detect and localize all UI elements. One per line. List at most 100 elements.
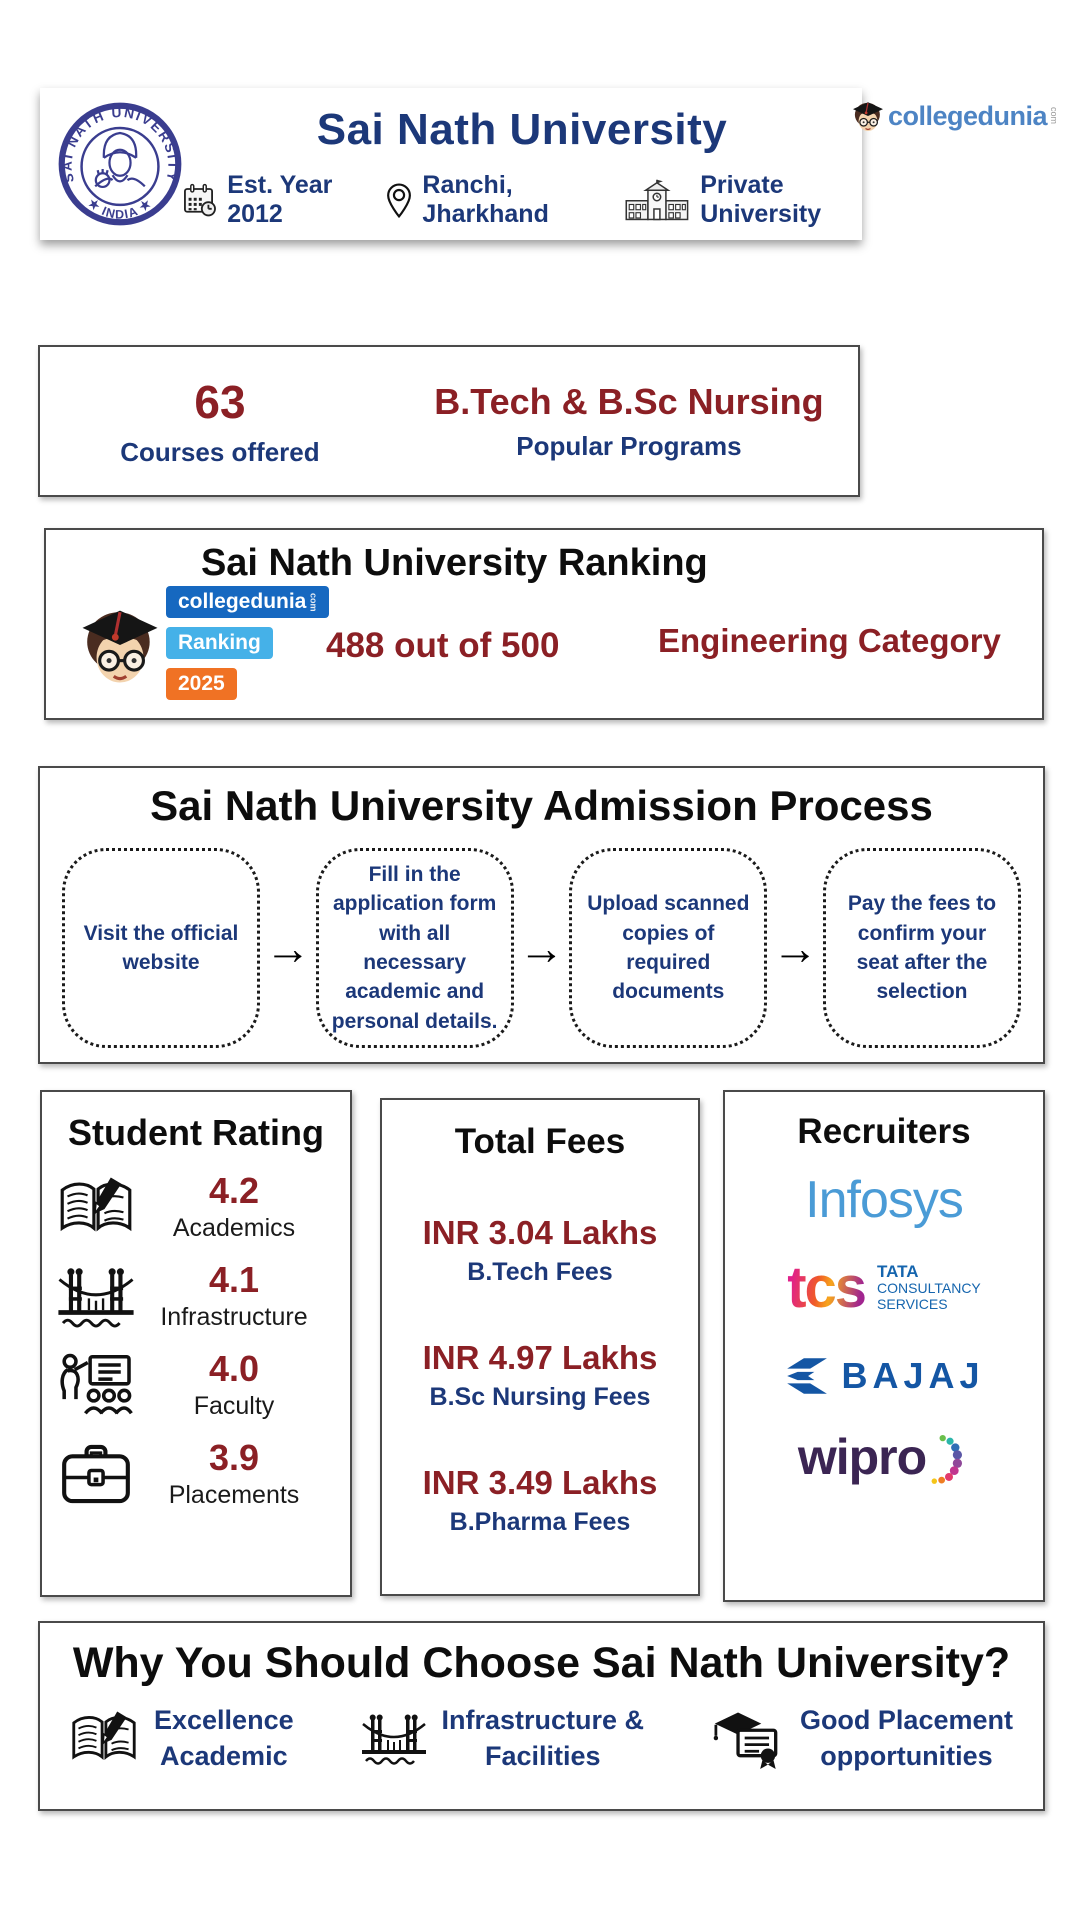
infrastructure-score: 4.1 xyxy=(208,1259,260,1300)
wipro-dots-icon xyxy=(931,1434,963,1484)
why-item-infrastructure: Infrastructure & Facilities xyxy=(362,1702,645,1775)
bpharma-fee-label: B.Pharma Fees xyxy=(449,1508,631,1536)
tcs-wordmark: tcs xyxy=(787,1255,867,1320)
collegedunia-ranking-badge: collegedunia com Ranking 2025 xyxy=(70,582,400,712)
btech-fee-amount: INR 3.04 Lakhs xyxy=(422,1214,658,1251)
admission-step-2: Fill in the application form with all ne… xyxy=(315,848,514,1048)
infrastructure-label: Infrastructure xyxy=(160,1303,308,1331)
header-info-row: Est. Year 2012 Ranchi, Jharkhand Private… xyxy=(182,171,862,229)
graduation-certificate-icon xyxy=(712,1707,784,1769)
bpharma-fee-amount: INR 3.49 Lakhs xyxy=(422,1464,658,1501)
academics-label: Academics xyxy=(172,1214,296,1242)
badge-year: 2025 xyxy=(166,668,237,700)
est-year-text: Est. Year 2012 xyxy=(227,171,333,228)
badge-ranking: Ranking xyxy=(166,627,273,659)
bsc-fee-amount: INR 4.97 Lakhs xyxy=(422,1339,658,1376)
tata-line: CONSULTANCY xyxy=(877,1280,981,1297)
infosys-logo: Infosys xyxy=(805,1171,964,1229)
rating-row-academics: 4.2 Academics xyxy=(42,1170,350,1243)
location-pin-icon xyxy=(386,178,412,223)
why-placement-line1: Good Placement xyxy=(799,1705,1013,1735)
wipro-logo: wipro xyxy=(725,1427,1043,1487)
admission-steps: Visit the official website Fill in the a… xyxy=(40,848,1043,1048)
badge-collegedunia-text: collegedunia xyxy=(178,590,307,613)
fee-btech: INR 3.04 Lakhs B.Tech Fees xyxy=(382,1214,698,1287)
collegedunia-wordmark: collegedunia xyxy=(887,100,1048,131)
ranking-title: Sai Nath University Ranking xyxy=(200,542,708,584)
courses-count: 63 xyxy=(194,375,246,428)
rating-row-faculty: 4.0 Faculty xyxy=(42,1348,350,1421)
university-seal-logo: SAI NATH UNIVERSITY ★ INDIA ★ xyxy=(58,102,182,226)
faculty-presentation-icon xyxy=(58,1352,134,1418)
faculty-label: Faculty xyxy=(193,1392,275,1420)
recruiters-title: Recruiters xyxy=(797,1112,971,1151)
collegedunia-suffix: com xyxy=(1049,107,1059,125)
badge-suffix: com xyxy=(308,592,319,612)
why-academic-line2: Academic xyxy=(160,1741,288,1772)
total-fees-title: Total Fees xyxy=(454,1122,626,1161)
collegedunia-brand: collegedunia com xyxy=(848,96,1059,136)
academics-score: 4.2 xyxy=(208,1170,260,1211)
btech-fee-label: B.Tech Fees xyxy=(467,1258,613,1286)
why-choose-title: Why You Should Choose Sai Nath Universit… xyxy=(72,1639,1011,1687)
rank-category: Engineering Category xyxy=(658,622,1001,659)
bajaj-logo: BAJAJ xyxy=(725,1355,1043,1397)
fee-bpharma: INR 3.49 Lakhs B.Pharma Fees xyxy=(382,1464,698,1537)
academics-book-icon xyxy=(58,1175,134,1239)
header-card: SAI NATH UNIVERSITY ★ INDIA ★ Sai Nath U… xyxy=(40,88,862,240)
rating-row-infrastructure: 4.1 Infrastructure xyxy=(42,1259,350,1332)
bsc-fee-label: B.Sc Nursing Fees xyxy=(429,1383,651,1411)
programs-value: B.Tech & B.Sc Nursing xyxy=(434,380,824,422)
calendar-icon xyxy=(182,177,217,223)
rating-row-placements: 3.9 Placements xyxy=(42,1437,350,1510)
arrow-right-icon xyxy=(772,921,818,975)
placements-briefcase-icon xyxy=(58,1441,134,1507)
arrow-right-icon xyxy=(518,921,564,975)
sai-baba-portrait xyxy=(94,131,146,189)
why-infrastructure-line1: Infrastructure & xyxy=(441,1705,645,1735)
recruiters-box: Recruiters Infosys tcs TATA CONSULTANCY … xyxy=(723,1090,1045,1602)
location-text: Ranchi, Jharkhand xyxy=(422,171,549,228)
badge-collegedunia: collegedunia com xyxy=(166,586,330,618)
infrastructure-bridge-icon xyxy=(362,1709,426,1767)
page-title: Sai Nath University xyxy=(316,105,728,154)
collegedunia-mascot-icon xyxy=(848,96,888,136)
stats-box: 63 Courses offered B.Tech & B.Sc Nursing… xyxy=(38,345,860,497)
courses-label: Courses offered xyxy=(120,436,320,467)
bajaj-wings-icon xyxy=(787,1358,828,1394)
tcs-logo: tcs TATA CONSULTANCY SERVICES xyxy=(725,1254,1043,1321)
why-academic-line1: Excellence xyxy=(154,1705,294,1735)
bajaj-wordmark: BAJAJ xyxy=(841,1355,985,1396)
placements-score: 3.9 xyxy=(208,1437,260,1478)
admission-step-3: Upload scanned copies of required docume… xyxy=(569,848,768,1048)
student-rating-box: Student Rating 4.2 Academics 4.1 Infrast… xyxy=(40,1090,352,1597)
programs-stat: B.Tech & B.Sc Nursing Popular Programs xyxy=(400,381,858,462)
why-item-placement: Good Placement opportunities xyxy=(712,1702,1013,1775)
university-building-icon xyxy=(624,173,690,227)
placements-label: Placements xyxy=(168,1481,300,1509)
tata-caption: TATA CONSULTANCY SERVICES xyxy=(877,1262,981,1312)
courses-stat: 63 Courses offered xyxy=(40,375,400,468)
why-placement-line2: opportunities xyxy=(820,1741,993,1772)
admission-title: Sai Nath University Admission Process xyxy=(150,782,933,829)
student-rating-title: Student Rating xyxy=(68,1112,324,1153)
infrastructure-bridge-icon xyxy=(58,1263,134,1329)
fee-bsc-nursing: INR 4.97 Lakhs B.Sc Nursing Fees xyxy=(382,1339,698,1412)
university-type-text: Private University xyxy=(700,171,822,228)
programs-label: Popular Programs xyxy=(516,430,742,461)
tata-line: SERVICES xyxy=(877,1296,948,1313)
admission-step-1: Visit the official website xyxy=(62,848,260,1048)
academics-book-icon xyxy=(70,1709,138,1767)
ranking-box: Sai Nath University Ranking collegedunia… xyxy=(44,528,1044,720)
arrow-right-icon xyxy=(265,921,311,975)
collegedunia-mascot-icon xyxy=(70,586,170,704)
why-item-academic: Excellence Academic xyxy=(70,1702,294,1775)
admission-step-4: Pay the fees to confirm your seat after … xyxy=(822,848,1021,1048)
faculty-score: 4.0 xyxy=(208,1348,260,1389)
why-infrastructure-line2: Facilities xyxy=(484,1741,601,1772)
tata-line: TATA xyxy=(877,1262,919,1282)
wipro-wordmark: wipro xyxy=(797,1429,927,1485)
rank-value: 488 out of 500 xyxy=(326,626,560,665)
total-fees-box: Total Fees INR 3.04 Lakhs B.Tech Fees IN… xyxy=(380,1098,700,1596)
